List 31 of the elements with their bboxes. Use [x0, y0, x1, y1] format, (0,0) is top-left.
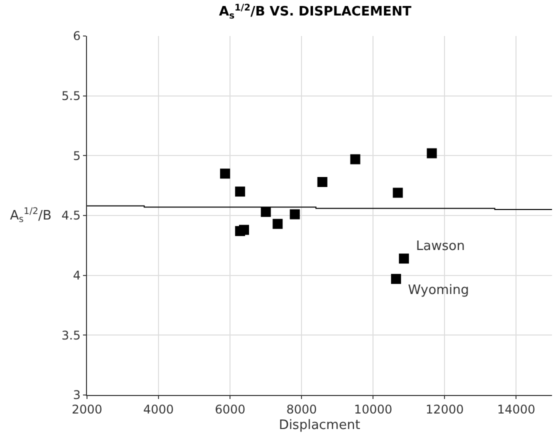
point: [239, 224, 250, 235]
point: [350, 154, 360, 164]
y-tick-label: 5.5: [62, 89, 81, 104]
point: [272, 218, 283, 229]
y-axis-title: A$_{s}$$^{1/2}$/B: [10, 207, 52, 226]
x-tick-label: 8000: [286, 402, 317, 416]
x-tick-label: 14000: [497, 402, 536, 416]
point: [398, 254, 409, 264]
y-tick-label: 3: [72, 388, 81, 402]
x-tick-label: 4000: [143, 402, 174, 416]
point: [290, 209, 300, 220]
point: [426, 148, 437, 158]
y-tick-label: 5: [72, 148, 81, 163]
x-tick-label: 12000: [426, 402, 464, 416]
annotation: Lawson: [416, 239, 465, 254]
y-tick-label: 6: [72, 29, 81, 44]
x-tick-label: 6000: [214, 402, 246, 416]
point: [392, 188, 403, 198]
point: [260, 206, 271, 217]
chart-title: A$_{s}$$^{1/2}$/B VS. DISPLACEMENT: [219, 3, 412, 22]
x-tick-label: 10000: [354, 402, 392, 416]
point: [220, 168, 230, 179]
x-tick-label: 2000: [72, 402, 102, 416]
x-axis-title: Displacment: [278, 418, 360, 433]
point: [317, 176, 328, 187]
y-tick-label: 4: [72, 268, 81, 283]
annotation: Wyoming: [408, 283, 470, 298]
y-tick-label: 3.5: [62, 328, 81, 342]
point: [235, 186, 246, 197]
point: [391, 274, 402, 284]
y-tick-label: 4.5: [62, 208, 81, 223]
